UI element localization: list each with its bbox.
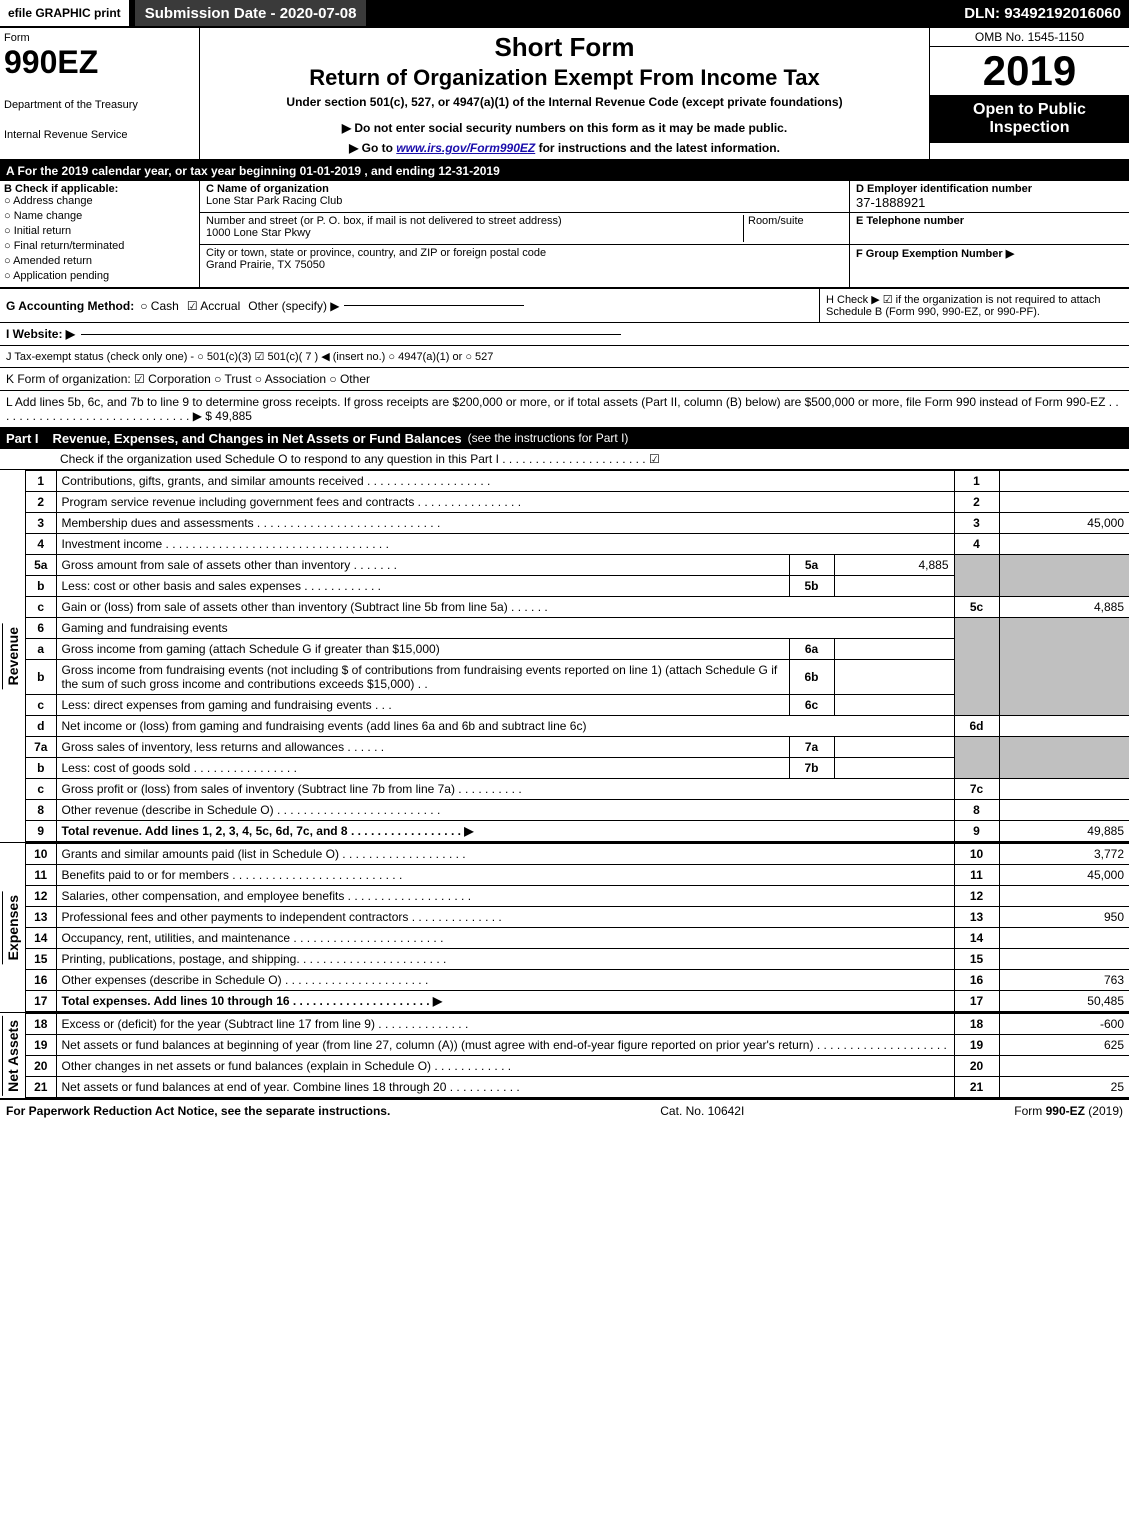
b-label: B Check if applicable: — [4, 183, 195, 195]
omb-number: OMB No. 1545-1150 — [930, 28, 1129, 47]
dept-irs: Internal Revenue Service — [4, 129, 195, 141]
city-label: City or town, state or province, country… — [206, 247, 843, 259]
dln: DLN: 93492192016060 — [964, 5, 1129, 22]
part1-sub: (see the instructions for Part I) — [468, 431, 629, 446]
netassets-side-label: Net Assets — [2, 1016, 23, 1096]
main-title: Return of Organization Exempt From Incom… — [208, 65, 921, 91]
goto-pre: ▶ Go to — [349, 141, 396, 155]
k-text: K Form of organization: ☑ Corporation ○ … — [6, 372, 370, 386]
chk-name-change[interactable]: Name change — [4, 210, 195, 222]
chk-address-change[interactable]: Address change — [4, 195, 195, 207]
website-input[interactable] — [81, 334, 621, 335]
footer-mid: Cat. No. 10642I — [660, 1104, 744, 1118]
info-grid: B Check if applicable: Address change Na… — [0, 181, 1129, 289]
g-other-input[interactable] — [344, 305, 524, 306]
efile-label[interactable]: efile GRAPHIC print — [0, 0, 129, 26]
top-bar: efile GRAPHIC print Submission Date - 20… — [0, 0, 1129, 28]
table-row: 9Total revenue. Add lines 1, 2, 3, 4, 5c… — [26, 821, 1129, 842]
short-form-title: Short Form — [208, 32, 921, 63]
e-label: E Telephone number — [856, 215, 1123, 227]
table-row: 2Program service revenue including gover… — [26, 492, 1129, 513]
city-val: Grand Prairie, TX 75050 — [206, 259, 843, 271]
form-number: 990EZ — [4, 44, 195, 81]
tax-year: 2019 — [930, 47, 1129, 95]
revenue-table: 1Contributions, gifts, grants, and simil… — [26, 470, 1129, 842]
table-row: 4Investment income . . . . . . . . . . .… — [26, 534, 1129, 555]
table-row: 21Net assets or fund balances at end of … — [26, 1077, 1129, 1098]
footer-right: Form 990-EZ (2019) — [1014, 1104, 1123, 1118]
revenue-side-label: Revenue — [2, 623, 23, 689]
ein-val: 37-1888921 — [856, 195, 1123, 210]
table-row: 1Contributions, gifts, grants, and simil… — [26, 471, 1129, 492]
irs-link[interactable]: www.irs.gov/Form990EZ — [396, 141, 535, 155]
table-row: 19Net assets or fund balances at beginni… — [26, 1035, 1129, 1056]
subtitle: Under section 501(c), 527, or 4947(a)(1)… — [208, 95, 921, 109]
f-label: F Group Exemption Number ▶ — [856, 247, 1123, 260]
g-accrual[interactable]: ☑ Accrual — [187, 299, 240, 313]
footer-left: For Paperwork Reduction Act Notice, see … — [6, 1104, 390, 1118]
goto-post: for instructions and the latest informat… — [535, 141, 780, 155]
form-header: Form 990EZ Department of the Treasury In… — [0, 28, 1129, 161]
i-label: I Website: ▶ — [6, 327, 75, 341]
addr-label: Number and street (or P. O. box, if mail… — [206, 215, 743, 227]
netassets-table: 18Excess or (deficit) for the year (Subt… — [26, 1013, 1129, 1098]
table-row: 5aGross amount from sale of assets other… — [26, 555, 1129, 576]
table-row: 3Membership dues and assessments . . . .… — [26, 513, 1129, 534]
table-row: 6Gaming and fundraising events — [26, 618, 1129, 639]
table-row: 13Professional fees and other payments t… — [26, 907, 1129, 928]
c-label: C Name of organization — [206, 183, 843, 195]
j-text: J Tax-exempt status (check only one) - ○… — [6, 350, 493, 363]
chk-final-return[interactable]: Final return/terminated — [4, 240, 195, 252]
table-row: 12Salaries, other compensation, and empl… — [26, 886, 1129, 907]
ssn-note: ▶ Do not enter social security numbers o… — [208, 121, 921, 135]
table-row: 7aGross sales of inventory, less returns… — [26, 737, 1129, 758]
footer: For Paperwork Reduction Act Notice, see … — [0, 1098, 1129, 1122]
h-text: H Check ▶ ☑ if the organization is not r… — [819, 289, 1129, 322]
table-row: 10Grants and similar amounts paid (list … — [26, 844, 1129, 865]
addr-val: 1000 Lone Star Pkwy — [206, 227, 743, 239]
open-inspection: Open to Public Inspection — [930, 95, 1129, 143]
g-other[interactable]: Other (specify) ▶ — [248, 299, 339, 313]
part1-header: Part I Revenue, Expenses, and Changes in… — [0, 428, 1129, 449]
goto-note: ▶ Go to www.irs.gov/Form990EZ for instru… — [208, 141, 921, 155]
part1-heading: Revenue, Expenses, and Changes in Net As… — [53, 431, 462, 446]
org-name: Lone Star Park Racing Club — [206, 195, 843, 207]
table-row: 17Total expenses. Add lines 10 through 1… — [26, 991, 1129, 1012]
expenses-table: 10Grants and similar amounts paid (list … — [26, 843, 1129, 1012]
table-row: dNet income or (loss) from gaming and fu… — [26, 716, 1129, 737]
l-text: L Add lines 5b, 6c, and 7b to line 9 to … — [6, 395, 1119, 423]
room-label: Room/suite — [743, 215, 843, 242]
table-row: cGain or (loss) from sale of assets othe… — [26, 597, 1129, 618]
table-row: cGross profit or (loss) from sales of in… — [26, 779, 1129, 800]
tax-year-line: A For the 2019 calendar year, or tax yea… — [0, 161, 1129, 181]
g-cash[interactable]: ○ Cash — [140, 299, 179, 313]
table-row: 16Other expenses (describe in Schedule O… — [26, 970, 1129, 991]
table-row: 18Excess or (deficit) for the year (Subt… — [26, 1014, 1129, 1035]
chk-application-pending[interactable]: Application pending — [4, 270, 195, 282]
d-label: D Employer identification number — [856, 183, 1123, 195]
table-row: 14Occupancy, rent, utilities, and mainte… — [26, 928, 1129, 949]
g-label: G Accounting Method: — [6, 299, 134, 313]
expenses-side-label: Expenses — [2, 891, 23, 964]
dept-treasury: Department of the Treasury — [4, 99, 195, 111]
chk-amended-return[interactable]: Amended return — [4, 255, 195, 267]
table-row: 8Other revenue (describe in Schedule O) … — [26, 800, 1129, 821]
table-row: 11Benefits paid to or for members . . . … — [26, 865, 1129, 886]
submission-date: Submission Date - 2020-07-08 — [135, 0, 367, 26]
part1-check-o: Check if the organization used Schedule … — [0, 449, 1129, 470]
table-row: 20Other changes in net assets or fund ba… — [26, 1056, 1129, 1077]
table-row: 15Printing, publications, postage, and s… — [26, 949, 1129, 970]
part1-label: Part I — [6, 431, 53, 446]
chk-initial-return[interactable]: Initial return — [4, 225, 195, 237]
form-label: Form — [4, 32, 195, 44]
